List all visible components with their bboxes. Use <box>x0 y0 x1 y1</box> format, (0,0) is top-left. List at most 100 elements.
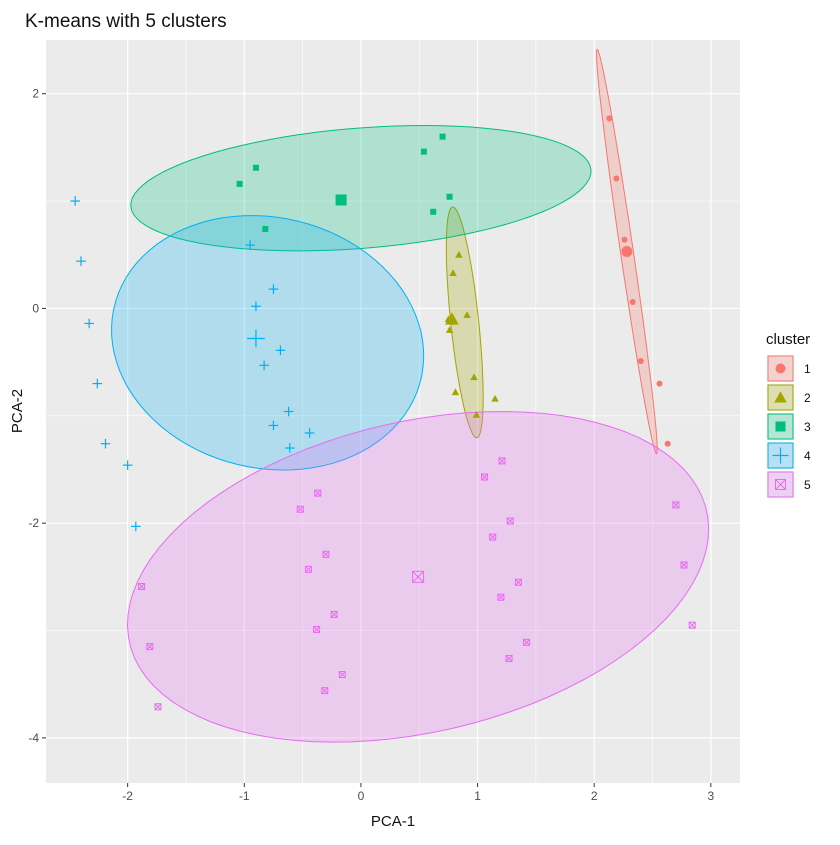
cluster-4-point <box>70 196 80 206</box>
cluster-3-ellipse <box>130 124 592 252</box>
chart-title: K-means with 5 clusters <box>25 11 227 32</box>
cluster-5-point <box>672 501 680 509</box>
cluster-4-point <box>268 284 279 294</box>
legend-key-symbol <box>772 447 789 464</box>
cluster-4-point <box>92 378 103 389</box>
cluster-4-ellipse <box>111 215 425 471</box>
cluster-3-point <box>439 133 446 140</box>
cluster-5-center <box>412 570 425 583</box>
x-tick-label: -2 <box>122 789 133 803</box>
cluster-1-point <box>629 298 636 305</box>
grid-minor <box>46 40 740 783</box>
cluster-2-center <box>445 312 459 325</box>
cluster-5-point <box>338 671 346 679</box>
legend: cluster 1 2 3 4 5 <box>766 331 811 498</box>
cluster-3-point <box>262 225 269 232</box>
x-tick-label: 1 <box>474 789 481 803</box>
cluster-5-point <box>314 489 322 497</box>
cluster-3-point <box>252 164 259 171</box>
cluster-5-point <box>505 654 513 662</box>
cluster-4-point <box>259 360 269 371</box>
cluster-5-point <box>322 550 330 558</box>
cluster-2-point <box>463 311 471 318</box>
cluster-2-point <box>455 250 463 258</box>
cluster-3-point <box>236 180 243 187</box>
cluster-3-center <box>335 194 347 206</box>
legend-key-2 <box>767 384 794 411</box>
cluster-2-point <box>491 394 499 402</box>
legend-key-4 <box>767 442 794 469</box>
legend-key-symbol <box>774 391 787 403</box>
y-axis-label: PCA-2 <box>9 389 26 433</box>
cluster-4-point <box>84 318 94 329</box>
cluster-5-point <box>330 610 338 618</box>
y-tick-label: 2 <box>32 87 39 101</box>
cluster-5-point <box>154 703 162 711</box>
cluster-5-point <box>688 621 696 629</box>
cluster-4-point <box>131 521 141 532</box>
cluster-3-point <box>446 193 453 200</box>
y-tick-label: -4 <box>28 731 39 745</box>
legend-label-1: 1 <box>804 362 811 376</box>
grid-major <box>46 40 740 783</box>
cluster-points <box>70 115 696 711</box>
legend-title: cluster <box>766 331 810 348</box>
cluster-5-point <box>146 643 154 651</box>
cluster-1-point <box>637 358 644 365</box>
x-tick-label: 0 <box>358 789 365 803</box>
cluster-5-point <box>498 457 506 465</box>
cluster-5-point <box>304 565 312 573</box>
cluster-5-point <box>489 533 497 541</box>
y-tick-label: 0 <box>32 301 39 315</box>
cluster-5-point <box>506 517 514 525</box>
legend-key-symbol <box>775 479 786 490</box>
cluster-2-point <box>445 326 454 333</box>
cluster-4-point <box>100 438 111 449</box>
cluster-5-point <box>680 561 688 569</box>
cluster-5-point <box>497 593 505 601</box>
cluster-5-point <box>481 473 489 481</box>
cluster-5-point <box>514 578 522 586</box>
plot-panel <box>46 40 740 783</box>
cluster-4-point <box>268 420 279 431</box>
legend-key-1 <box>767 355 794 382</box>
cluster-2-point <box>451 388 460 396</box>
legend-label-2: 2 <box>804 391 811 405</box>
x-tick-label: 3 <box>707 789 714 803</box>
legend-label-5: 5 <box>804 478 811 492</box>
cluster-1-point <box>613 175 620 182</box>
cluster-2-point <box>472 410 481 418</box>
legend-key-5 <box>767 471 794 498</box>
cluster-5-point <box>321 687 329 695</box>
cluster-1-center <box>621 246 633 258</box>
cluster-2-point <box>470 373 478 381</box>
cluster-1-point <box>621 236 628 243</box>
cluster-3-point <box>430 208 437 215</box>
y-axis: -4 -2 0 2 <box>28 87 46 745</box>
cluster-4-point <box>275 345 286 356</box>
legend-key-symbol <box>775 421 786 432</box>
cluster-5-point <box>296 505 304 513</box>
cluster-3-point <box>420 148 427 155</box>
legend-key-symbol <box>775 363 786 374</box>
cluster-5-point <box>138 583 146 591</box>
cluster-1-point <box>606 115 613 122</box>
cluster-4-point <box>245 240 255 250</box>
cluster-5-point <box>523 638 531 646</box>
legend-key-3 <box>767 413 794 440</box>
cluster-1-point <box>656 380 663 387</box>
cluster-5-point <box>313 625 321 633</box>
cluster-2-point <box>449 269 457 276</box>
legend-label-4: 4 <box>804 449 811 463</box>
cluster-4-point <box>76 256 86 266</box>
x-axis-label: PCA-1 <box>371 813 415 830</box>
legend-label-3: 3 <box>804 420 811 434</box>
y-tick-label: -2 <box>28 516 39 530</box>
x-tick-label: -1 <box>239 789 250 803</box>
cluster-4-point <box>283 406 294 417</box>
x-tick-label: 2 <box>591 789 598 803</box>
cluster-4-point <box>122 460 133 470</box>
cluster-4-point <box>284 443 295 453</box>
cluster-4-point <box>304 428 315 438</box>
